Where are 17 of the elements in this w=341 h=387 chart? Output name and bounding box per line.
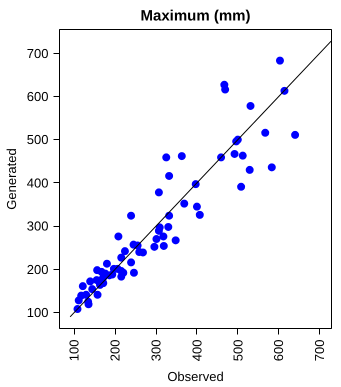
x-tick-label: 600	[271, 339, 286, 362]
y-tick-label: 500	[26, 132, 49, 148]
y-tick-label: 300	[26, 218, 49, 234]
chart-title: Maximum (mm)	[140, 8, 251, 24]
x-tick-label: 400	[189, 339, 204, 362]
y-tick-label: 700	[26, 46, 49, 61]
y-tick-label: 600	[26, 88, 49, 104]
y-tick-label: 100	[26, 305, 49, 320]
x-tick-label: 100	[66, 339, 82, 362]
x-tick-label: 500	[230, 339, 246, 362]
x-tick-label: 300	[148, 339, 164, 362]
x-axis-title: Observed	[167, 369, 224, 384]
y-tick-label: 400	[26, 175, 49, 190]
y-tick-label: 200	[26, 262, 49, 277]
x-tick-label: 700	[312, 339, 328, 362]
x-tick-label: 200	[108, 339, 123, 362]
y-axis-title: Generated	[4, 148, 19, 210]
